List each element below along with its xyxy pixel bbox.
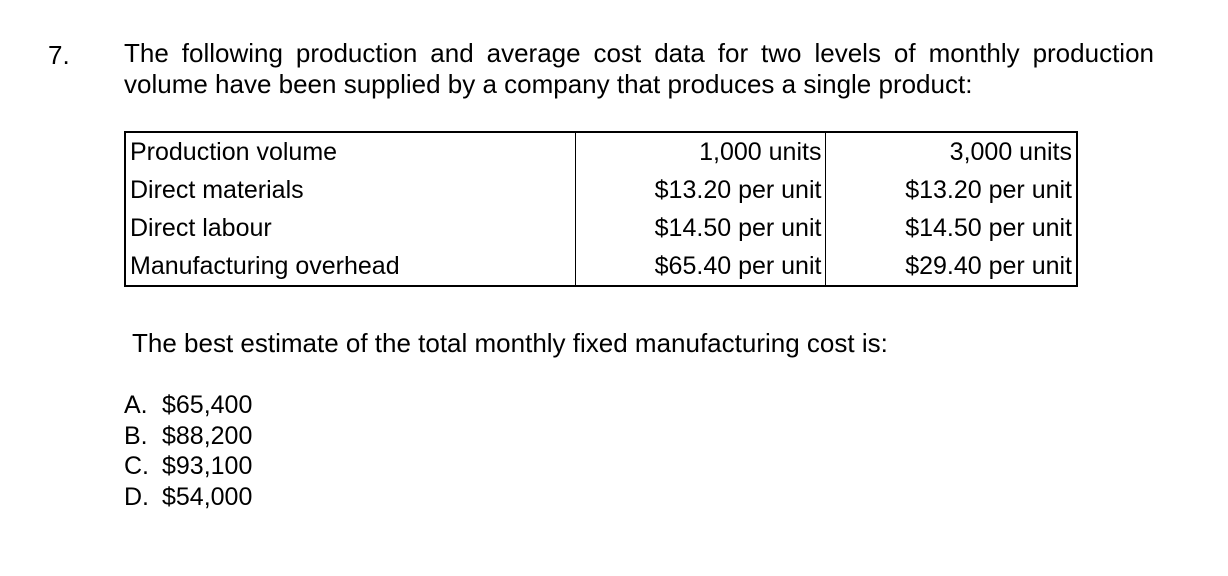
row-label: Direct labour [130,214,272,242]
table-cell: $14.50 per unit [574,209,826,247]
table-cell: $13.20 per unit [825,171,1077,209]
option-text: $88,200 [162,421,253,450]
question-stem: The following production and average cos… [124,38,1154,100]
table-cell: $14.50 per unit [825,209,1077,247]
option-text: $54,000 [162,482,253,511]
table-row: Direct labour $14.50 per unit $14.50 per… [125,209,1077,247]
table-cell: 1,000 units [574,132,826,171]
table-cell: $13.20 per unit [574,171,826,209]
option-letter: C. [124,452,149,480]
answer-option-c[interactable]: C. $93,100 [124,451,252,482]
cost-data-table: Production volume 1,000 units 3,000 unit… [124,131,1078,287]
row-label: Manufacturing overhead [130,252,400,280]
row-label: Production volume [130,138,338,166]
question-prompt: The best estimate of the total monthly f… [132,328,888,358]
option-letter: A. [124,391,148,419]
option-text: $65,400 [162,391,253,419]
option-letter: B. [124,421,148,450]
table-row: Production volume 1,000 units 3,000 unit… [125,132,1077,171]
row-label: Direct materials [130,176,304,204]
option-text: $93,100 [162,452,253,480]
answer-options: A. $65,400 B. $88,200 C. $93,100 D. $54,000 [124,390,252,512]
answer-option-d[interactable]: D. $54,000 [124,482,252,513]
answer-option-b[interactable]: B. $88,200 [124,421,252,452]
table-row: Manufacturing overhead $65.40 per unit $… [125,247,1077,286]
option-letter: D. [124,482,149,511]
table-cell: $29.40 per unit [825,247,1077,286]
table-cell: $65.40 per unit [574,247,826,286]
question-stem-line: The following production and average cos… [124,38,1154,68]
table-row: Direct materials $13.20 per unit $13.20 … [125,171,1077,209]
question-stem-line: volume have been supplied by a company t… [124,69,973,99]
answer-option-a[interactable]: A. $65,400 [124,390,252,421]
question-number: 7. [48,40,70,70]
table-cell: 3,000 units [825,132,1077,171]
